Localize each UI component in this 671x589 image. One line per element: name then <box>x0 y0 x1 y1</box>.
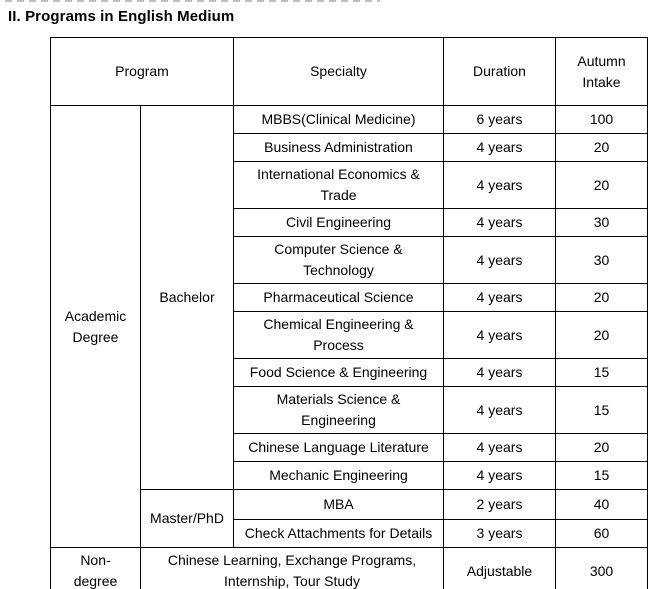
program-group-non-degree: Non-degree <box>50 547 141 589</box>
cropped-text-artifact <box>5 0 380 2</box>
duration-cell: 3 years <box>443 519 556 548</box>
specialty-cell: Chinese Language Literature <box>233 433 444 462</box>
intake-cell: 40 <box>555 489 648 520</box>
duration-cell: 4 years <box>443 358 556 387</box>
programs-table: Program Specialty Duration Autumn Intake… <box>50 37 648 589</box>
duration-cell: 6 years <box>443 105 556 134</box>
specialty-cell: Computer Science & Technology <box>233 236 444 284</box>
duration-cell: 4 years <box>443 208 556 237</box>
table-row: Materials Science & Engineering 4 years … <box>51 386 648 434</box>
specialty-cell: Chinese Learning, Exchange Programs, Int… <box>140 547 444 589</box>
table-row: Master/PhD MBA 2 years 40 <box>51 489 648 548</box>
table-row: Pharmaceutical Science 4 years 20 <box>51 283 648 312</box>
specialty-cell: Business Administration <box>233 133 444 162</box>
specialty-cell: MBBS(Clinical Medicine) <box>233 105 444 134</box>
duration-cell: 4 years <box>443 461 556 490</box>
intake-cell: 20 <box>555 161 648 209</box>
duration-cell: 4 years <box>443 311 556 359</box>
intake-cell: 15 <box>555 461 648 490</box>
intake-cell: 15 <box>555 386 648 434</box>
program-subgroup-bachelor: Bachelor <box>140 105 234 490</box>
duration-cell: 4 years <box>443 133 556 162</box>
duration-cell: 4 years <box>443 386 556 434</box>
intake-cell: 15 <box>555 358 648 387</box>
program-group-academic-degree: Academic Degree <box>50 105 141 548</box>
intake-cell: 60 <box>555 519 648 548</box>
intake-cell: 20 <box>555 133 648 162</box>
specialty-cell: Chemical Engineering & Process <box>233 311 444 359</box>
intake-cell: 20 <box>555 283 648 312</box>
table-row: Mechanic Engineering 4 years 15 <box>51 461 648 490</box>
table-row: Business Administration 4 years 20 <box>51 133 648 162</box>
duration-cell: 4 years <box>443 433 556 462</box>
duration-cell: Adjustable <box>443 547 556 589</box>
intake-cell: 100 <box>555 105 648 134</box>
intake-cell: 20 <box>555 433 648 462</box>
duration-cell: 2 years <box>443 489 556 520</box>
duration-cell: 4 years <box>443 236 556 284</box>
duration-cell: 4 years <box>443 161 556 209</box>
table-row: Check Attachments for Details 3 years 60 <box>51 519 648 548</box>
specialty-cell: Mechanic Engineering <box>233 461 444 490</box>
specialty-cell: Check Attachments for Details <box>233 519 444 548</box>
intake-cell: 30 <box>555 208 648 237</box>
intake-cell: 30 <box>555 236 648 284</box>
intake-cell: 300 <box>555 547 648 589</box>
specialty-cell: Pharmaceutical Science <box>233 283 444 312</box>
column-header-program: Program <box>50 37 234 106</box>
table-row: Academic Degree Bachelor MBBS(Clinical M… <box>50 105 648 548</box>
header-row: Program Specialty Duration Autumn Intake <box>50 37 648 106</box>
duration-cell: 4 years <box>443 283 556 312</box>
program-subgroup-master-phd: Master/PhD <box>140 489 234 548</box>
specialty-cell: Food Science & Engineering <box>233 358 444 387</box>
column-header-duration: Duration <box>443 37 556 106</box>
table-row: International Economics & Trade 4 years … <box>51 161 648 209</box>
table-row: Computer Science & Technology 4 years 30 <box>51 236 648 284</box>
specialty-cell: Civil Engineering <box>233 208 444 237</box>
specialty-cell: Materials Science & Engineering <box>233 386 444 434</box>
specialty-cell: MBA <box>233 489 444 520</box>
specialty-cell: International Economics & Trade <box>233 161 444 209</box>
table-row: Chemical Engineering & Process 4 years 2… <box>51 311 648 359</box>
column-header-specialty: Specialty <box>233 37 444 106</box>
table-row: Non-degree Chinese Learning, Exchange Pr… <box>50 547 648 589</box>
page-title: II. Programs in English Medium <box>8 8 235 25</box>
intake-cell: 20 <box>555 311 648 359</box>
column-header-autumn-intake: Autumn Intake <box>555 37 648 106</box>
table-row: Food Science & Engineering 4 years 15 <box>51 358 648 387</box>
